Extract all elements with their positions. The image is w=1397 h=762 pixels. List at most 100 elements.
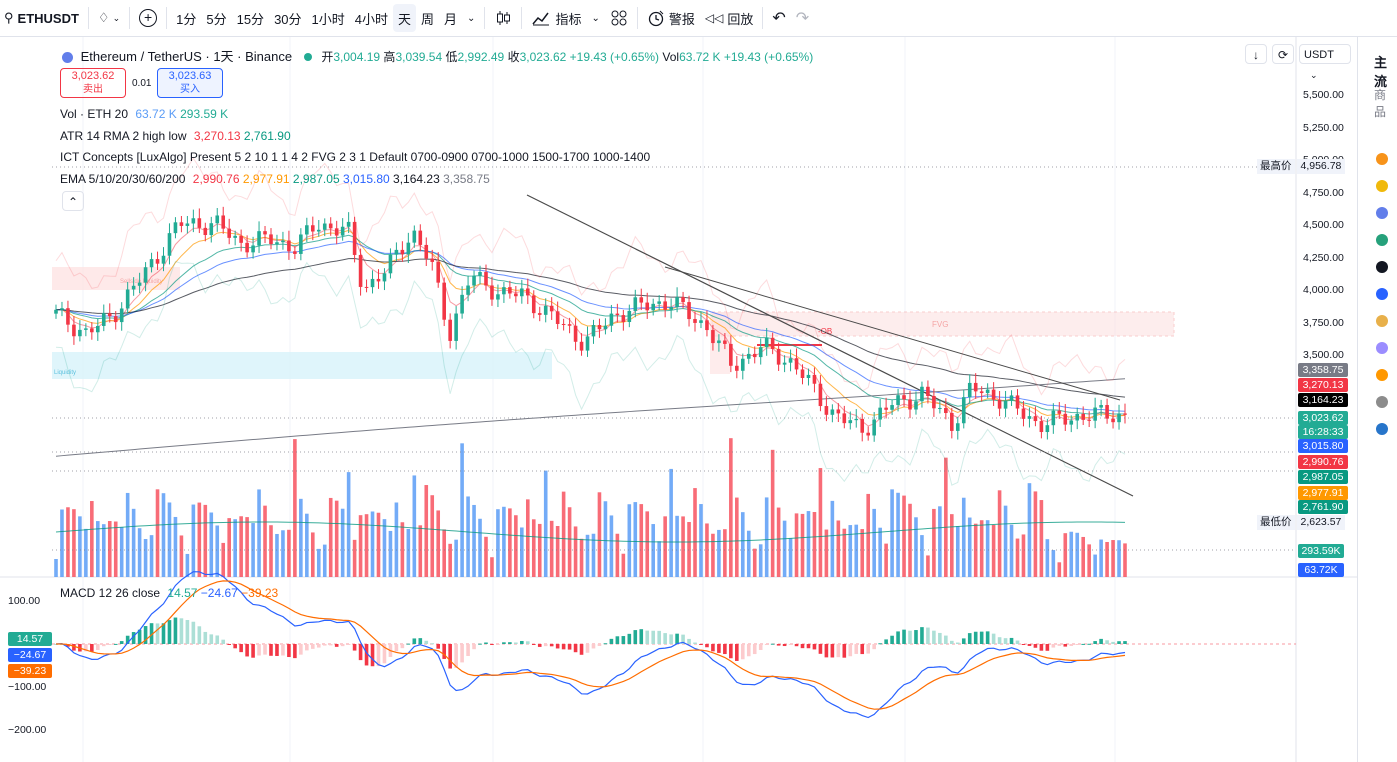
volume-bar	[543, 470, 548, 577]
macd-histogram-bar	[203, 631, 208, 644]
ict-legend[interactable]: ICT Concepts [LuxAlgo] Present 5 2 10 1 …	[60, 150, 650, 164]
interval-dropdown[interactable]: ⌄	[462, 4, 480, 32]
volume-bar	[997, 490, 1002, 577]
candle-body	[812, 374, 817, 384]
candle-body	[597, 325, 602, 330]
alert-button[interactable]: 警报	[642, 4, 700, 32]
candle-body	[872, 419, 876, 436]
layouts-button[interactable]	[605, 4, 633, 32]
atr-legend[interactable]: ATR 14 RMA 2 high low 3,270.13 2,761.90	[60, 129, 291, 143]
macd-histogram-bar	[1111, 641, 1115, 644]
candle-body	[985, 389, 990, 394]
watchlist-coin-icon[interactable]	[1376, 153, 1388, 165]
candle-body	[155, 259, 160, 264]
currency-dropdown[interactable]: USDT ⌄	[1299, 44, 1351, 80]
symbol-search[interactable]: ⚲ ETHUSDT	[0, 4, 84, 32]
watchlist-coin-icon[interactable]	[1376, 315, 1388, 327]
interval-30m[interactable]: 30分	[274, 11, 302, 27]
watchlist-coin-icon[interactable]	[1376, 396, 1388, 408]
candle-body	[878, 407, 882, 420]
volume-bar	[221, 542, 226, 577]
collapse-legend-button[interactable]: ⌃	[62, 191, 84, 211]
candle-body	[72, 324, 76, 337]
candle-body	[806, 374, 811, 378]
scroll-down-button[interactable]: ↓	[1245, 44, 1267, 64]
macd-histogram-bar	[633, 630, 638, 644]
macd-histogram-bar	[830, 644, 835, 658]
macd-histogram-bar	[257, 644, 261, 656]
indicators-button[interactable]: 指标	[526, 4, 586, 32]
volume-bar	[125, 492, 130, 577]
macd-histogram-bar	[1063, 644, 1068, 647]
interval-4h[interactable]: 4小时	[354, 11, 388, 27]
vol-legend[interactable]: Vol · ETH 20 63.72 K 293.59 K	[60, 107, 228, 121]
volume-bar	[693, 488, 697, 577]
sell-button[interactable]: 3,023.62 卖出	[60, 68, 126, 98]
macd-histogram-bar	[406, 643, 411, 645]
watchlist-coin-icon[interactable]	[1376, 180, 1388, 192]
volume-bar	[979, 520, 984, 577]
macd-histogram-bar	[776, 644, 781, 646]
interval-15m[interactable]: 15分	[236, 11, 265, 27]
ema-10-value: 2,977.91	[242, 172, 290, 186]
volume-bar	[752, 548, 757, 577]
volume-bar	[1051, 550, 1056, 577]
watchlist-coin-icon[interactable]	[1376, 369, 1388, 381]
interval-1d[interactable]: 天	[393, 4, 417, 32]
redo-button[interactable]: ↷	[791, 4, 814, 32]
volume-bar	[776, 507, 781, 577]
volume-bar	[78, 516, 82, 577]
indicators-dropdown[interactable]: ⌄	[586, 4, 604, 32]
macd-histogram-bar	[555, 644, 560, 649]
watchlist-coin-icon[interactable]	[1376, 288, 1388, 300]
watchlist-coin-icon[interactable]	[1376, 207, 1388, 219]
price-tag: 2,987.05	[1298, 470, 1348, 484]
macd-histogram-bar	[824, 644, 829, 658]
watchlist-panel[interactable]: 主流 商品	[1357, 37, 1397, 762]
macd-histogram-bar	[926, 627, 930, 644]
chevron-down-icon: ⌄	[1310, 70, 1318, 80]
interval-1h[interactable]: 1小时	[311, 11, 345, 27]
candle-body	[800, 369, 805, 378]
chart-type-button[interactable]	[489, 4, 517, 32]
volume-bar	[967, 517, 972, 577]
watchlist-title: 主流	[1374, 55, 1388, 89]
watchlist-coin-icon[interactable]	[1376, 234, 1388, 246]
candle-body	[687, 302, 691, 320]
compare-button[interactable]: +	[134, 4, 162, 32]
auto-scale-button[interactable]: ⟳	[1272, 44, 1294, 64]
macd-histogram-bar	[985, 631, 990, 644]
interval-1w[interactable]: 周	[421, 11, 435, 27]
candle-body	[633, 297, 638, 311]
low-value: 2,992.49	[457, 50, 505, 64]
ema-legend[interactable]: EMA 5/10/20/30/60/200 2,990.76 2,977.91 …	[60, 172, 490, 186]
undo-button[interactable]: ↶	[767, 4, 790, 32]
candle-body	[735, 365, 739, 371]
macd-histogram-bar	[281, 644, 285, 656]
volume-bar	[54, 559, 58, 577]
buy-button[interactable]: 3,023.63 买入	[157, 68, 223, 98]
replay-button[interactable]: ◁◁ 回放	[700, 4, 758, 32]
volume-bar	[179, 535, 184, 577]
interval-5m[interactable]: 5分	[206, 11, 227, 27]
volume-bar	[549, 520, 554, 577]
chart-canvas[interactable]: -OB FVG Sellside liquidity Liquidity	[0, 37, 1357, 762]
candle-body	[758, 347, 763, 358]
chart-area[interactable]: -OB FVG Sellside liquidity Liquidity Ethere…	[0, 37, 1357, 762]
volume-bar	[424, 485, 429, 577]
add-circle-icon: +	[139, 9, 158, 27]
macd-histogram-bar	[1003, 638, 1008, 644]
interval-1m[interactable]: 1分	[176, 11, 197, 27]
watchlist-coin-icon[interactable]	[1376, 261, 1388, 273]
interval-1M[interactable]: 月	[444, 11, 458, 27]
volume-bar	[651, 524, 656, 577]
macd-legend[interactable]: MACD 12 26 close 14.57 −24.67 −39.23	[60, 586, 278, 600]
macd-histogram-bar	[502, 642, 506, 644]
watchlist-coin-icon[interactable]	[1376, 423, 1388, 435]
volume-bar	[382, 519, 387, 577]
symbol-type-dropdown[interactable]: ♢ ⌄	[93, 4, 125, 32]
volume-bar	[430, 495, 435, 577]
candle-body	[723, 340, 727, 344]
watchlist-coin-icon[interactable]	[1376, 342, 1388, 354]
volume-bar	[72, 509, 76, 577]
